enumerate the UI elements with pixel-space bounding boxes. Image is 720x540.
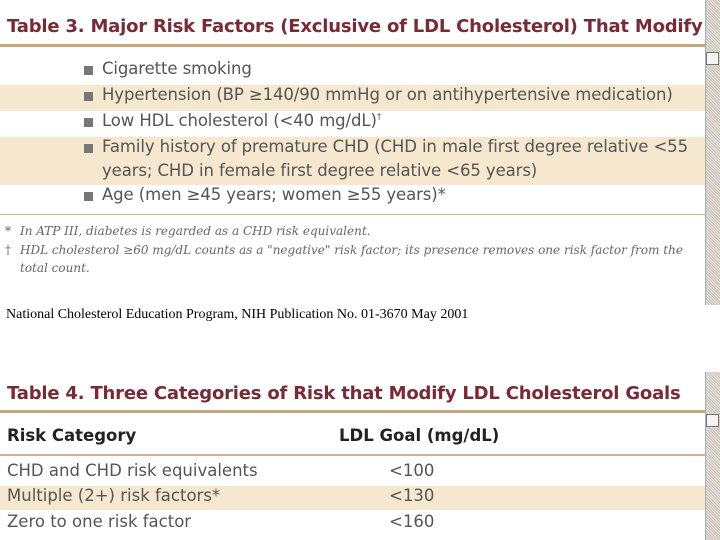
risk-factor-item-continued: years; CHD in female first degree relati… <box>102 161 538 180</box>
column-header-risk-category: Risk Category <box>7 426 137 445</box>
header-divider <box>0 454 706 456</box>
bullet-icon <box>84 192 93 201</box>
title-divider <box>0 44 706 47</box>
table-3-title: Table 3. Major Risk Factors (Exclusive o… <box>7 16 706 37</box>
column-header-ldl-goal: LDL Goal (mg/dL) <box>339 426 500 445</box>
scroll-thumb[interactable] <box>706 52 719 65</box>
table-row-goal: <130 <box>389 486 435 505</box>
footnote-divider <box>0 214 706 215</box>
scroll-thumb[interactable] <box>706 414 719 427</box>
footnote-mark: * <box>5 224 11 238</box>
risk-factor-item: Low HDL cholesterol (<40 mg/dL)† <box>102 111 381 130</box>
scrollbar[interactable] <box>705 0 720 305</box>
scrollbar[interactable] <box>705 372 720 540</box>
table-4: Table 4. Three Categories of Risk that M… <box>0 372 706 540</box>
bullet-icon <box>84 144 93 153</box>
risk-factor-text: Low HDL cholesterol (<40 mg/dL) <box>102 111 377 130</box>
table-4-title: Table 4. Three Categories of Risk that M… <box>7 383 681 404</box>
row-band <box>0 85 706 111</box>
footnote: HDL cholesterol ≥60 mg/dL counts as a "n… <box>20 243 683 257</box>
footnote-mark: † <box>5 243 11 257</box>
risk-factor-item: Hypertension (BP ≥140/90 mmHg or on anti… <box>102 85 673 104</box>
footnote-mark: † <box>376 112 382 123</box>
footnote-continued: total count. <box>20 261 90 275</box>
bullet-icon <box>84 118 93 127</box>
risk-factor-item: Cigarette smoking <box>102 59 252 78</box>
table-row-category: Zero to one risk factor <box>7 512 192 531</box>
title-divider <box>0 410 706 413</box>
risk-factor-item: Family history of premature CHD (CHD in … <box>102 137 688 156</box>
bullet-icon <box>84 66 93 75</box>
table-row-category: Multiple (2+) risk factors* <box>7 486 221 505</box>
table-row-category: CHD and CHD risk equivalents <box>7 461 258 480</box>
table-3: Table 3. Major Risk Factors (Exclusive o… <box>0 16 706 275</box>
table-row-goal: <100 <box>389 461 435 480</box>
source-caption: National Cholesterol Education Program, … <box>6 307 469 322</box>
bullet-icon <box>84 92 93 101</box>
table-row-goal: <160 <box>389 512 435 531</box>
risk-factor-item: Age (men ≥45 years; women ≥55 years)* <box>102 185 446 204</box>
row-band <box>0 486 706 510</box>
row-band <box>0 137 706 185</box>
footnote: In ATP III, diabetes is regarded as a CH… <box>20 224 371 238</box>
